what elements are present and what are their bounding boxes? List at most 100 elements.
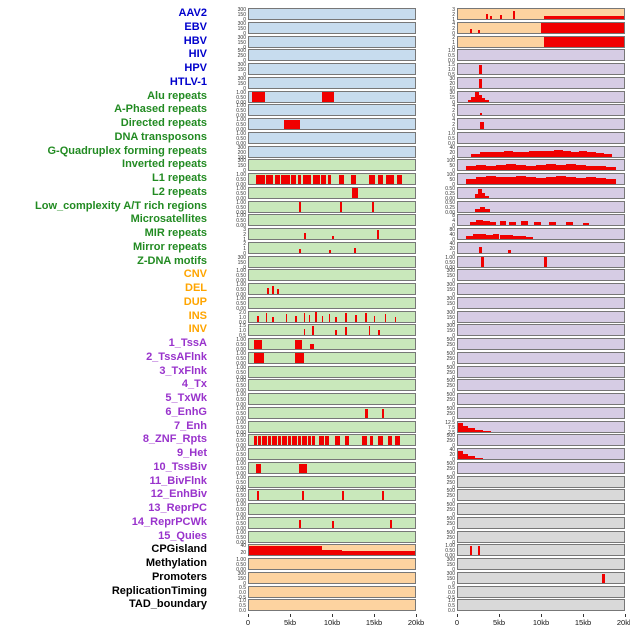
signal-bar xyxy=(266,174,274,184)
y-tick-label: 1.00 xyxy=(236,419,246,426)
signal-bar xyxy=(341,491,344,501)
y-tick-label: 1.00 xyxy=(236,295,246,302)
signal-bar xyxy=(272,285,275,294)
y-tick-label: 500 xyxy=(446,350,455,357)
y-tick-label: 1.00 xyxy=(236,172,246,178)
signal-bar xyxy=(482,221,490,226)
signal-bar xyxy=(541,23,624,33)
row-label-13-reprpc: 13_ReprPC xyxy=(148,502,207,514)
track-panel-right-ins xyxy=(457,310,625,323)
y-tick-label: 1.00 xyxy=(445,543,455,550)
y-tick-label: 20 xyxy=(449,452,455,458)
signal-bar xyxy=(341,551,415,556)
y-tick-label: 0.25 xyxy=(445,204,455,211)
y-tick-label: 0.50 xyxy=(236,534,246,541)
signal-bar xyxy=(261,174,265,184)
y-tick-label: 0.50 xyxy=(236,493,246,500)
y-tick-label: 0.50 xyxy=(236,300,246,307)
signal-bar xyxy=(477,189,483,198)
row-label-dup: DUP xyxy=(183,295,207,308)
row-label-ebv: EBV xyxy=(184,20,207,33)
signal-bar xyxy=(257,315,259,322)
y-tick-label: 0.0 xyxy=(448,608,455,615)
signal-bar xyxy=(467,428,475,432)
y-tick-label: 0 xyxy=(243,168,246,175)
y-tick-label: 0.50 xyxy=(236,135,246,142)
y-axis-left-aav2: 300 150 0 xyxy=(237,8,246,23)
signal-bar xyxy=(479,152,488,157)
y-tick-label: 200 xyxy=(237,149,246,156)
signal-bar xyxy=(385,313,387,322)
y-axis-right-low-complexity-a-t-rich-regions: 0.50 0.25 0.00 xyxy=(445,199,455,215)
signal-bar xyxy=(466,166,477,171)
signal-bar xyxy=(370,435,374,446)
y-tick-label: 150 xyxy=(446,575,455,582)
y-tick-label: 0.50 xyxy=(445,199,455,206)
row-label-10-tssbiv: 10_TssBiv xyxy=(153,460,207,473)
y-tick-label: 0.50 xyxy=(236,342,246,348)
y-tick-label: 100 xyxy=(237,154,246,161)
y-tick-label: 1.0 xyxy=(239,598,246,605)
y-axis-left-14-reprpcwk: 1.00 0.50 0.00 xyxy=(236,516,246,531)
row-label-cpgisland: CPGisland xyxy=(151,543,207,556)
signal-bar xyxy=(298,519,301,528)
track-panel-left-l1-repeats xyxy=(248,173,416,185)
y-tick-label: 0.5 xyxy=(448,53,455,60)
y-tick-label: 50 xyxy=(449,163,455,170)
y-tick-label: -0.5 xyxy=(446,594,455,601)
row-label-mir-repeats: MIR repeats xyxy=(144,227,207,239)
signal-bar xyxy=(545,163,556,171)
y-tick-label: 0 xyxy=(452,30,455,37)
signal-bar xyxy=(476,177,487,184)
row-label-9-het: 9_Het xyxy=(177,447,207,459)
y-tick-label: 500 xyxy=(446,392,455,398)
y-tick-label: 1.0 xyxy=(448,598,455,605)
y-tick-label: 0.00 xyxy=(236,127,246,133)
y-tick-label: 150 xyxy=(237,12,246,18)
y-tick-label: 2 xyxy=(452,34,455,41)
row-label-g-quadruplex-forming-repeats: G-Quadruplex forming repeats xyxy=(47,144,207,157)
row-label-15-quies: 15_Quies xyxy=(158,529,207,542)
y-tick-label: 0 xyxy=(452,99,455,106)
y-tick-label: 1.0 xyxy=(239,314,246,321)
y-axis-left-promoters: 300 150 0 xyxy=(237,570,246,586)
y-axis-right-methylation: 300 150 0 xyxy=(447,558,455,573)
track-panel-left-directed-repeats xyxy=(248,118,416,130)
signal-bar xyxy=(322,550,342,556)
y-tick-label: 0 xyxy=(452,415,455,422)
signal-bar xyxy=(312,435,316,446)
y-tick-label: 300 xyxy=(237,570,246,577)
signal-bar xyxy=(297,174,302,184)
y-tick-label: 250 xyxy=(446,507,455,513)
track-panel-left-ebv xyxy=(248,21,416,34)
y-axis-right-1-tssa: 500 250 0 xyxy=(447,338,455,353)
y-tick-label: 1.00 xyxy=(236,117,246,123)
track-panel-right-del xyxy=(457,283,625,295)
signal-bar xyxy=(351,174,357,184)
signal-bar xyxy=(477,29,480,33)
y-tick-label: 0 xyxy=(452,278,455,285)
track-panel-right-7-enh xyxy=(457,420,625,433)
row-label-del: DEL xyxy=(185,282,207,294)
signal-bar xyxy=(476,220,483,226)
track-panel-left-g-quadruplex-forming-repeats xyxy=(248,145,416,158)
track-panel-right-inv xyxy=(457,324,625,337)
y-tick-label: 0.00 xyxy=(236,470,246,477)
y-tick-label: 1.00 xyxy=(236,488,246,495)
y-tick-label: 500 xyxy=(446,433,455,440)
signal-bar xyxy=(484,209,490,212)
signal-bar xyxy=(345,435,349,446)
row-label-a-phased-repeats: A-Phased repeats xyxy=(114,103,207,116)
y-tick-label: 0.50 xyxy=(236,465,246,472)
track-panel-left-4-tx xyxy=(248,379,416,392)
y-tick-label: 0 xyxy=(243,264,246,271)
y-axis-left-htlv-1: 300 150 0 xyxy=(238,76,246,91)
y-tick-label: 0 xyxy=(452,484,455,491)
y-tick-label: 0.00 xyxy=(236,140,246,147)
y-tick-label: 150 xyxy=(446,314,455,321)
row-label-hbv: HBV xyxy=(183,34,207,47)
signal-bar xyxy=(471,97,475,102)
x-axis-tick-label-left-10kb: 10kb xyxy=(323,618,341,627)
x-axis-tick-label-right-20kb: 20kb xyxy=(616,618,630,627)
signal-bar xyxy=(555,176,566,184)
